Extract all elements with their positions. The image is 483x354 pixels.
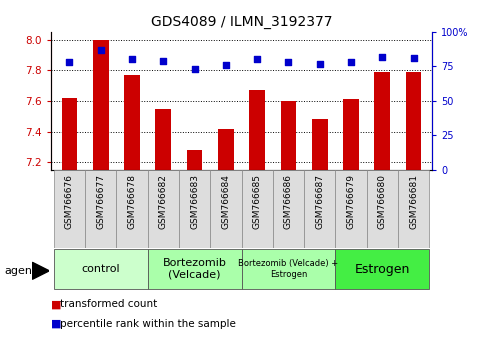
- Bar: [93, 40, 109, 170]
- Polygon shape: [32, 262, 49, 279]
- FancyBboxPatch shape: [335, 249, 429, 290]
- FancyBboxPatch shape: [398, 170, 429, 248]
- Text: GSM766685: GSM766685: [253, 174, 262, 229]
- Text: GSM766679: GSM766679: [346, 174, 355, 229]
- Bar: [124, 75, 140, 170]
- Text: ■: ■: [51, 319, 61, 329]
- Bar: [281, 101, 296, 170]
- Point: [410, 55, 417, 61]
- Point: [284, 59, 292, 65]
- Bar: [343, 99, 359, 170]
- Title: GDS4089 / ILMN_3192377: GDS4089 / ILMN_3192377: [151, 16, 332, 29]
- FancyBboxPatch shape: [116, 170, 148, 248]
- Text: GSM766682: GSM766682: [159, 174, 168, 229]
- Bar: [406, 72, 421, 170]
- Text: Bortezomib (Velcade) +
Estrogen: Bortezomib (Velcade) + Estrogen: [238, 259, 339, 279]
- FancyBboxPatch shape: [148, 249, 242, 290]
- Bar: [62, 98, 77, 170]
- Text: GSM766678: GSM766678: [128, 174, 137, 229]
- FancyBboxPatch shape: [54, 170, 85, 248]
- Bar: [374, 72, 390, 170]
- Text: Estrogen: Estrogen: [355, 263, 410, 275]
- Text: transformed count: transformed count: [60, 299, 157, 309]
- Point: [347, 59, 355, 65]
- FancyBboxPatch shape: [335, 170, 367, 248]
- Text: control: control: [82, 264, 120, 274]
- FancyBboxPatch shape: [210, 170, 242, 248]
- Text: GSM766680: GSM766680: [378, 174, 387, 229]
- Bar: [187, 150, 202, 170]
- Point: [316, 61, 324, 67]
- FancyBboxPatch shape: [367, 170, 398, 248]
- FancyBboxPatch shape: [242, 170, 273, 248]
- Text: GSM766687: GSM766687: [315, 174, 324, 229]
- Point: [222, 62, 230, 68]
- Bar: [218, 129, 234, 170]
- Text: GSM766681: GSM766681: [409, 174, 418, 229]
- Text: percentile rank within the sample: percentile rank within the sample: [60, 319, 236, 329]
- Text: GSM766676: GSM766676: [65, 174, 74, 229]
- Point: [253, 57, 261, 62]
- Bar: [156, 109, 171, 170]
- Text: agent: agent: [5, 266, 37, 276]
- Bar: [249, 90, 265, 170]
- Point: [97, 47, 105, 53]
- Text: GSM766684: GSM766684: [221, 174, 230, 229]
- Point: [128, 57, 136, 62]
- FancyBboxPatch shape: [273, 170, 304, 248]
- Text: Bortezomib
(Velcade): Bortezomib (Velcade): [163, 258, 227, 280]
- Text: GSM766686: GSM766686: [284, 174, 293, 229]
- FancyBboxPatch shape: [85, 170, 116, 248]
- FancyBboxPatch shape: [179, 170, 210, 248]
- FancyBboxPatch shape: [148, 170, 179, 248]
- Point: [66, 59, 73, 65]
- Text: ■: ■: [51, 299, 61, 309]
- Bar: [312, 119, 327, 170]
- Point: [378, 54, 386, 59]
- Point: [191, 66, 199, 72]
- Point: [159, 58, 167, 64]
- FancyBboxPatch shape: [304, 170, 335, 248]
- Text: GSM766677: GSM766677: [96, 174, 105, 229]
- FancyBboxPatch shape: [54, 249, 148, 290]
- FancyBboxPatch shape: [242, 249, 335, 290]
- Text: GSM766683: GSM766683: [190, 174, 199, 229]
